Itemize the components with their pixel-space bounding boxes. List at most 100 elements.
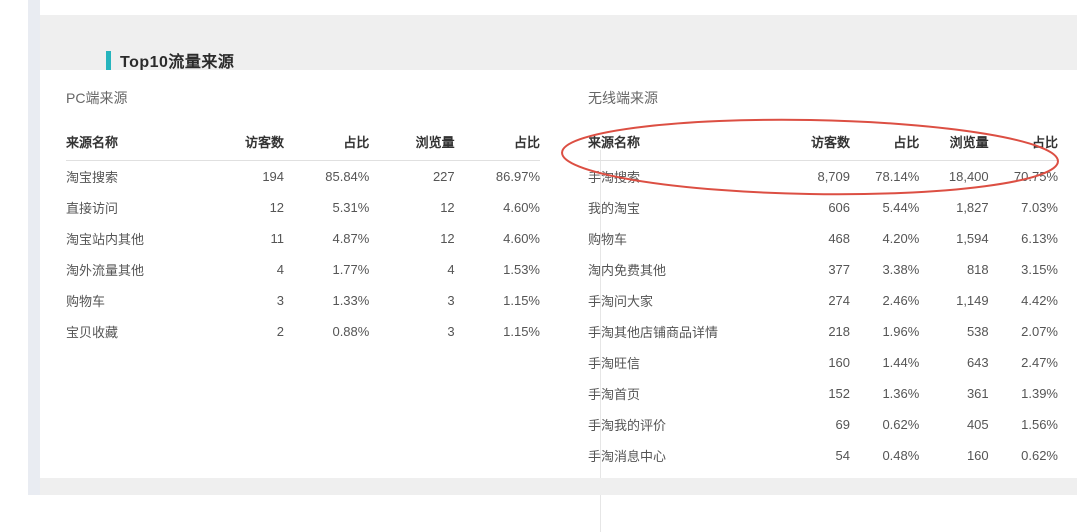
column-header: 占比 bbox=[284, 123, 370, 161]
column-header: 占比 bbox=[454, 123, 540, 161]
table-row: 宝贝收藏 2 0.88% 3 1.15% bbox=[66, 316, 540, 347]
source-name: 手淘旺信 bbox=[588, 355, 641, 371]
metric-value: 160 bbox=[828, 354, 851, 370]
column-header: 占比 bbox=[850, 123, 920, 161]
source-name: 宝贝收藏 bbox=[66, 324, 119, 340]
metric-value: 12 bbox=[269, 199, 285, 215]
metric-value: 12 bbox=[440, 230, 455, 246]
metric-value: 1,149 bbox=[956, 292, 989, 308]
metric-value: 468 bbox=[828, 230, 851, 246]
metric-value: 12 bbox=[440, 199, 455, 215]
metric-value: 3 bbox=[276, 292, 285, 308]
metric-value: 6.13% bbox=[1021, 230, 1058, 246]
source-name: 购物车 bbox=[66, 293, 106, 309]
metric-value: 4.42% bbox=[1021, 292, 1058, 308]
metric-value: 70.75% bbox=[1013, 168, 1058, 184]
metric-value: 0.88% bbox=[332, 323, 370, 339]
table-row: 手淘首页 152 1.36% 361 1.39% bbox=[588, 378, 1058, 409]
table-row: 淘内免费其他 377 3.38% 818 3.15% bbox=[588, 254, 1058, 285]
metric-value: 643 bbox=[966, 354, 989, 370]
metric-value: 69 bbox=[835, 416, 851, 432]
metric-value: 2.07% bbox=[1021, 323, 1058, 339]
source-name: 手淘其他店铺商品详情 bbox=[588, 324, 719, 340]
metric-value: 606 bbox=[828, 199, 851, 215]
table-row: 手淘其他店铺商品详情 218 1.96% 538 2.07% bbox=[588, 316, 1058, 347]
metric-value: 1.36% bbox=[882, 385, 920, 401]
metric-value: 1.77% bbox=[332, 261, 370, 277]
metric-value: 538 bbox=[966, 323, 989, 339]
metric-value: 4 bbox=[276, 261, 285, 277]
left-gutter-strip bbox=[28, 0, 40, 495]
table-row: 手淘旺信 160 1.44% 643 2.47% bbox=[588, 347, 1058, 378]
metric-value: 7.03% bbox=[1021, 199, 1058, 215]
metric-value: 4.60% bbox=[503, 199, 540, 215]
metric-value: 3.15% bbox=[1021, 261, 1058, 277]
source-name: 手淘搜索 bbox=[588, 169, 641, 185]
vertical-divider bbox=[600, 150, 601, 532]
table-row: 淘宝站内其他 11 4.87% 12 4.60% bbox=[66, 223, 540, 254]
column-header: 来源名称 bbox=[588, 123, 781, 161]
wireless-sources-panel: 无线端来源 来源名称 访客数 占比 浏览量 占比 手淘搜索 8,709 78.14% 18,4… bbox=[588, 88, 1058, 471]
metric-value: 1.56% bbox=[1021, 416, 1058, 432]
source-name: 淘外流量其他 bbox=[66, 262, 145, 278]
metric-value: 218 bbox=[828, 323, 851, 339]
footer-band bbox=[40, 478, 1077, 495]
metric-value: 1.96% bbox=[882, 323, 920, 339]
table-row: 直接访问 12 5.31% 12 4.60% bbox=[66, 192, 540, 223]
metric-value: 1.53% bbox=[503, 261, 540, 277]
source-name: 手淘我的评价 bbox=[588, 417, 667, 433]
metric-value: 1.39% bbox=[1021, 385, 1058, 401]
source-name: 购物车 bbox=[588, 231, 628, 247]
section-header: Top10流量来源 bbox=[106, 48, 234, 72]
metric-value: 11 bbox=[270, 230, 285, 246]
accent-bar-icon bbox=[106, 50, 111, 70]
source-name: 我的淘宝 bbox=[588, 200, 641, 216]
table-row: 手淘消息中心 54 0.48% 160 0.62% bbox=[588, 440, 1058, 471]
metric-value: 1.15% bbox=[503, 323, 540, 339]
metric-value: 2.47% bbox=[1021, 354, 1058, 370]
metric-value: 18,400 bbox=[948, 168, 989, 184]
metric-value: 194 bbox=[262, 168, 285, 184]
source-name: 手淘消息中心 bbox=[588, 448, 667, 464]
column-header: 来源名称 bbox=[66, 123, 199, 161]
metric-value: 2 bbox=[276, 323, 285, 339]
table-row: 手淘问大家 274 2.46% 1,149 4.42% bbox=[588, 285, 1058, 316]
metric-value: 274 bbox=[828, 292, 851, 308]
metric-value: 5.44% bbox=[882, 199, 920, 215]
table-row: 购物车 3 1.33% 3 1.15% bbox=[66, 285, 540, 316]
source-name: 淘宝搜索 bbox=[66, 169, 119, 185]
source-name: 手淘问大家 bbox=[588, 293, 654, 309]
column-header: 访客数 bbox=[780, 123, 851, 161]
metric-value: 361 bbox=[966, 385, 989, 401]
metric-value: 0.62% bbox=[882, 416, 920, 432]
metric-value: 1.15% bbox=[503, 292, 540, 308]
column-header: 访客数 bbox=[198, 123, 285, 161]
source-name: 淘内免费其他 bbox=[588, 262, 667, 278]
metric-value: 3 bbox=[447, 323, 455, 339]
column-header: 占比 bbox=[988, 123, 1058, 161]
metric-value: 5.31% bbox=[332, 199, 370, 215]
metric-value: 2.46% bbox=[882, 292, 920, 308]
metric-value: 160 bbox=[966, 447, 989, 463]
page-title: Top10流量来源 bbox=[120, 54, 235, 71]
metric-value: 0.62% bbox=[1021, 447, 1058, 463]
metric-value: 0.48% bbox=[882, 447, 920, 463]
pc-panel-title: PC端来源 bbox=[66, 90, 128, 106]
wireless-sources-table: 来源名称 访客数 占比 浏览量 占比 手淘搜索 8,709 78.14% 18,400 70.7… bbox=[588, 123, 1058, 471]
table-row: 淘外流量其他 4 1.77% 4 1.53% bbox=[66, 254, 540, 285]
table-row: 我的淘宝 606 5.44% 1,827 7.03% bbox=[588, 192, 1058, 223]
metric-value: 8,709 bbox=[817, 168, 851, 184]
metric-value: 377 bbox=[828, 261, 851, 277]
metric-value: 818 bbox=[966, 261, 989, 277]
metric-value: 54 bbox=[835, 447, 851, 463]
metric-value: 78.14% bbox=[875, 168, 920, 184]
table-row: 购物车 468 4.20% 1,594 6.13% bbox=[588, 223, 1058, 254]
section-header-band: Top10流量来源 bbox=[40, 15, 1077, 72]
column-header: 浏览量 bbox=[919, 123, 989, 161]
table-header-row: 来源名称 访客数 占比 浏览量 占比 bbox=[66, 123, 540, 161]
wireless-panel-title: 无线端来源 bbox=[588, 90, 658, 106]
metric-value: 405 bbox=[966, 416, 989, 432]
metric-value: 1,594 bbox=[956, 230, 989, 246]
metric-value: 4.20% bbox=[882, 230, 920, 246]
metric-value: 152 bbox=[828, 385, 851, 401]
